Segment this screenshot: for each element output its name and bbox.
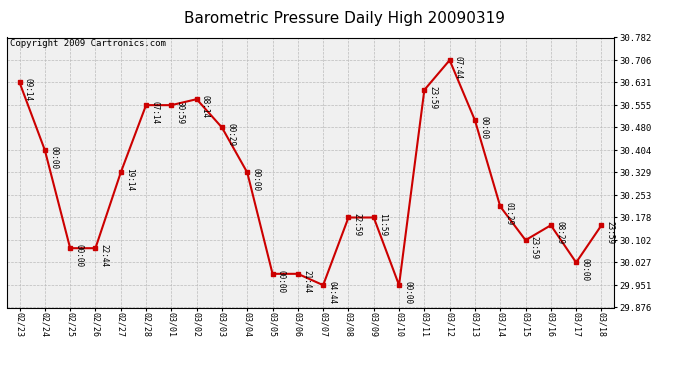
Text: 23:59: 23:59: [530, 236, 539, 259]
Text: 07:14: 07:14: [150, 101, 159, 124]
Text: 11:59: 11:59: [378, 213, 387, 237]
Text: 00:00: 00:00: [479, 116, 488, 139]
Text: 09:14: 09:14: [23, 78, 32, 102]
Text: 22:44: 22:44: [99, 244, 108, 267]
Text: 04:44: 04:44: [327, 281, 336, 304]
Text: 00:00: 00:00: [49, 146, 58, 169]
Text: 23:59: 23:59: [428, 86, 437, 109]
Text: 30:59: 30:59: [175, 101, 184, 124]
Text: 00:29: 00:29: [226, 123, 235, 147]
Text: 00:00: 00:00: [75, 244, 83, 267]
Text: 00:00: 00:00: [277, 270, 286, 293]
Text: Barometric Pressure Daily High 20090319: Barometric Pressure Daily High 20090319: [184, 11, 506, 26]
Text: 00:00: 00:00: [580, 258, 589, 282]
Text: 19:14: 19:14: [125, 168, 134, 192]
Text: 07:44: 07:44: [454, 56, 463, 79]
Text: 00:00: 00:00: [251, 168, 260, 192]
Text: 21:44: 21:44: [302, 270, 311, 293]
Text: 23:59: 23:59: [606, 221, 615, 244]
Text: 22:59: 22:59: [353, 213, 362, 237]
Text: 01:29: 01:29: [504, 202, 513, 225]
Text: Copyright 2009 Cartronics.com: Copyright 2009 Cartronics.com: [10, 39, 166, 48]
Text: 08:14: 08:14: [201, 95, 210, 118]
Text: 00:00: 00:00: [403, 281, 412, 304]
Text: 08:29: 08:29: [555, 221, 564, 244]
